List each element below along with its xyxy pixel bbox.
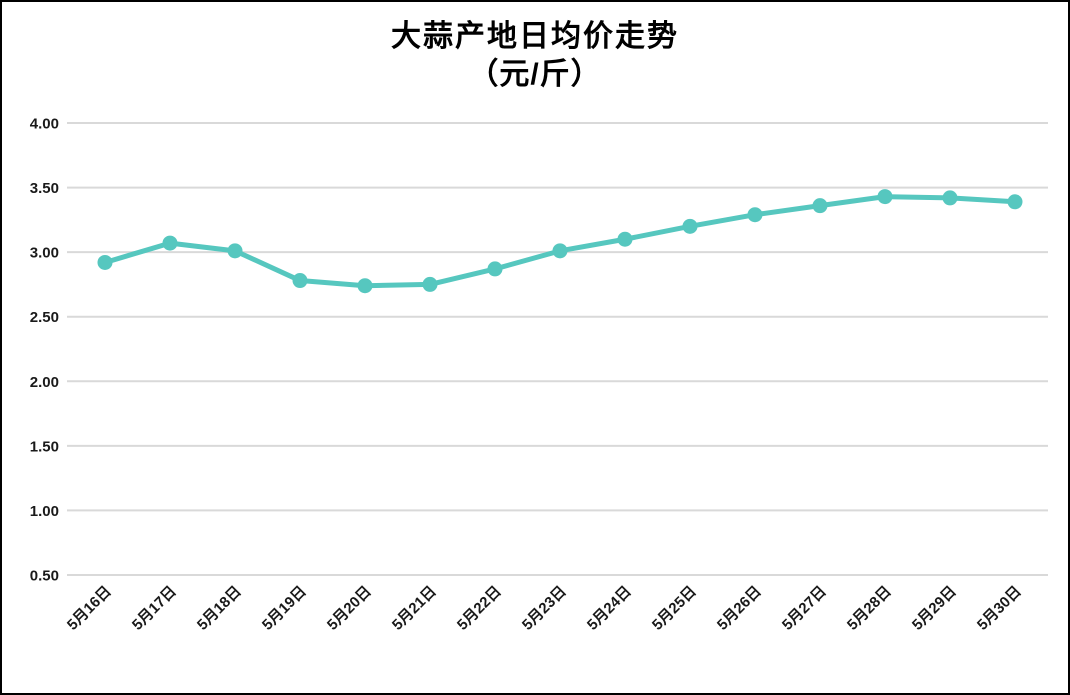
- x-tick-label: 5月18日: [194, 583, 245, 634]
- data-point-marker: [1007, 194, 1023, 210]
- y-tick-label: 4.00: [30, 116, 59, 133]
- data-point-marker: [357, 278, 373, 294]
- price-line: [102, 194, 1018, 289]
- x-tick-label: 5月24日: [584, 583, 635, 634]
- x-tick-label: 5月25日: [649, 583, 700, 634]
- data-point-marker: [97, 254, 113, 270]
- data-point-marker: [877, 189, 893, 205]
- y-tick-label: 0.50: [30, 568, 59, 585]
- x-tick-label: 5月23日: [519, 583, 570, 634]
- data-point-marker: [812, 198, 828, 214]
- data-point-marker: [942, 190, 958, 206]
- x-tick-label: 5月20日: [324, 583, 375, 634]
- x-tick-label: 5月17日: [129, 583, 180, 634]
- x-tick-label: 5月22日: [454, 583, 505, 634]
- x-tick-label: 5月19日: [259, 583, 310, 634]
- x-tick-label: 5月29日: [909, 583, 960, 634]
- data-point-marker: [552, 243, 568, 259]
- x-tick-label: 5月26日: [714, 583, 765, 634]
- data-point-marker: [227, 243, 243, 259]
- data-point-marker: [747, 207, 763, 223]
- y-tick-label: 3.00: [30, 245, 59, 262]
- data-point-marker: [422, 276, 438, 292]
- data-point-marker: [682, 218, 698, 234]
- x-tick-label: 5月30日: [974, 583, 1025, 634]
- x-tick-label: 5月16日: [64, 583, 115, 634]
- x-tick-label: 5月27日: [779, 583, 830, 634]
- y-tick-label: 2.50: [30, 309, 59, 326]
- y-tick-label: 2.00: [30, 374, 59, 391]
- y-tick-label: 1.00: [30, 503, 59, 520]
- data-point-marker: [162, 235, 178, 251]
- data-point-marker: [292, 273, 308, 289]
- x-tick-label: 5月21日: [389, 583, 440, 634]
- data-point-marker: [617, 231, 633, 247]
- y-tick-label: 3.50: [30, 180, 59, 197]
- x-tick-label: 5月28日: [844, 583, 895, 634]
- data-point-marker: [487, 261, 503, 277]
- y-tick-label: 1.50: [30, 438, 59, 455]
